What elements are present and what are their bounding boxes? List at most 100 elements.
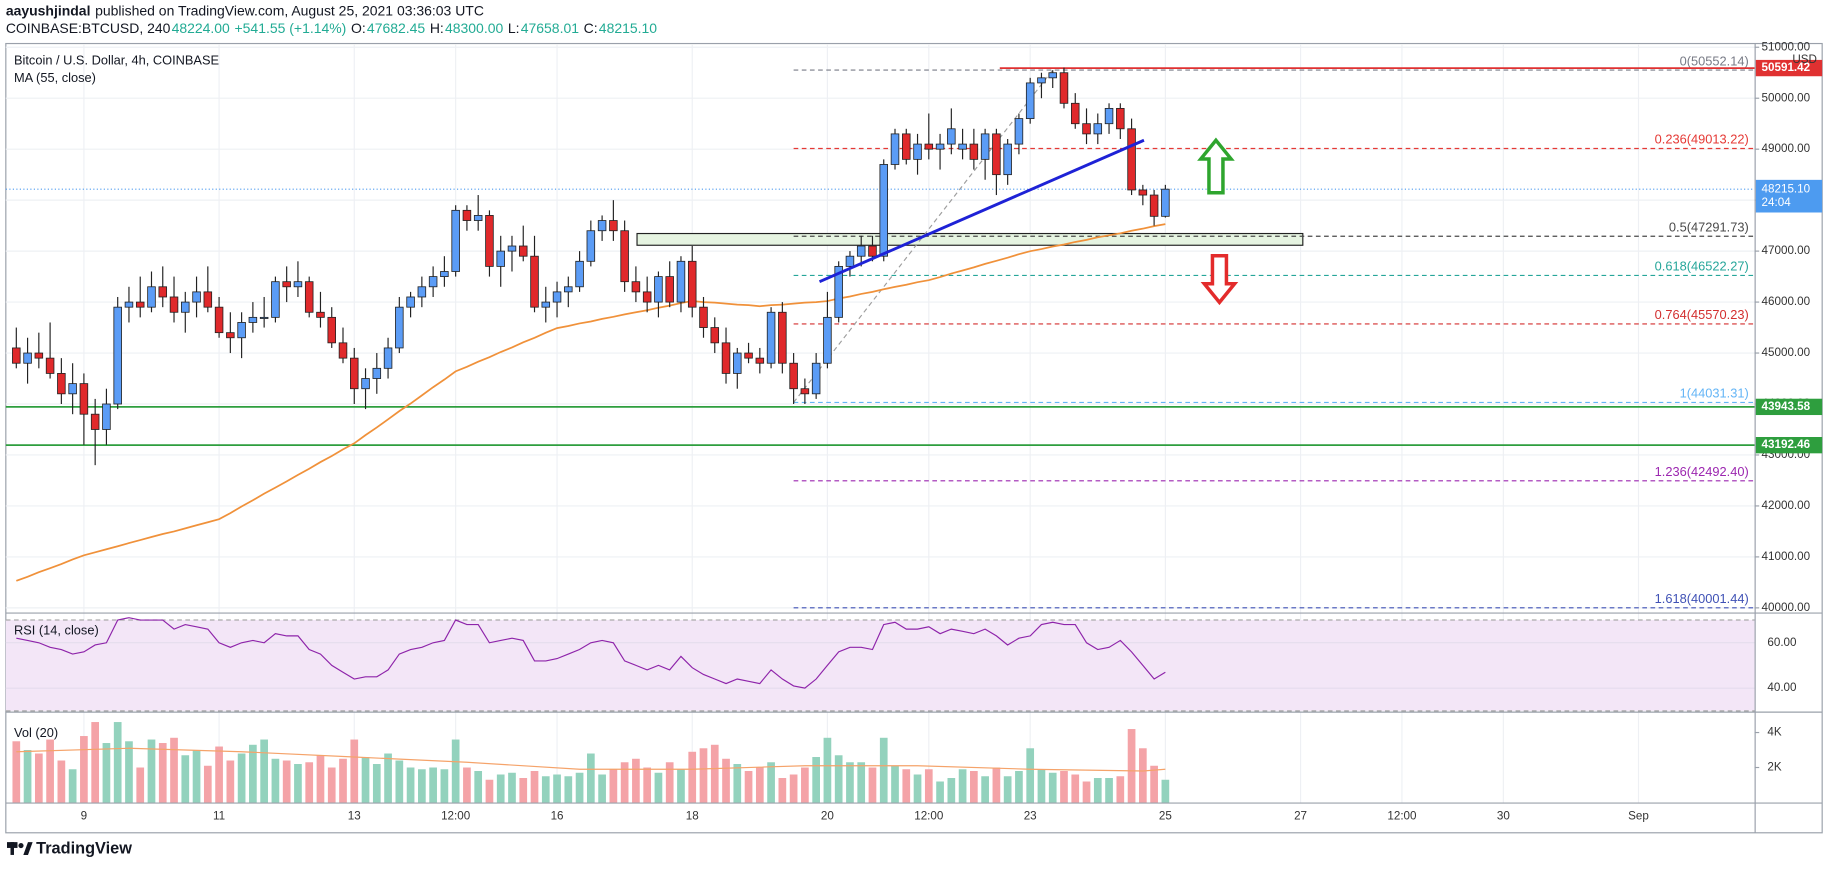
x-tick-label: 13 <box>348 810 361 823</box>
volume-bar <box>1015 771 1023 803</box>
candle-body <box>733 352 742 374</box>
rsi-tick-label: 40.00 <box>1767 681 1797 694</box>
candle-body <box>259 316 269 319</box>
volume-bar <box>474 771 483 803</box>
candle-body <box>1127 128 1136 191</box>
candle-body <box>541 301 551 308</box>
candle-body <box>654 276 663 303</box>
volume-bar <box>688 751 697 803</box>
candle-body <box>169 296 179 313</box>
candle-body <box>710 327 720 344</box>
volume-bar <box>158 743 167 803</box>
header-text: O: <box>351 20 366 36</box>
candle-body <box>203 291 213 308</box>
candle-body <box>1161 188 1170 217</box>
volume-bar <box>834 755 843 803</box>
candle-body <box>383 347 393 369</box>
volume-bar <box>530 771 539 803</box>
candle-body <box>597 220 607 232</box>
volume-bar <box>586 753 595 803</box>
last-price-box <box>1755 179 1823 213</box>
x-tick-label: 12:00 <box>1387 810 1417 823</box>
volume-bar <box>1003 776 1012 803</box>
volume-bar <box>12 741 21 803</box>
volume-bar <box>1161 779 1170 803</box>
candle-body <box>676 260 686 303</box>
candle-body <box>575 260 584 288</box>
volume-bar <box>879 737 888 803</box>
ma-line <box>16 223 1166 582</box>
candle-body <box>496 250 505 267</box>
header-text: +541.55 (+1.14%) <box>235 20 347 36</box>
volume-bar <box>620 762 629 803</box>
fib-label: 0.236(49013.22) <box>1655 132 1749 147</box>
header: aayushjindal published on TradingView.com… <box>6 3 657 36</box>
rsi-tick-label: 60.00 <box>1767 636 1797 649</box>
x-tick-label: 12:00 <box>914 810 944 823</box>
volume-bar <box>361 757 370 803</box>
candle-body <box>12 347 21 364</box>
candle-body <box>485 215 494 267</box>
candle-body <box>800 388 810 395</box>
volume-bar <box>553 774 561 803</box>
candle-body <box>395 306 404 349</box>
volume-bar <box>249 744 257 803</box>
candle-body <box>271 281 280 318</box>
header-text: published on TradingView.com, August 25,… <box>95 3 484 19</box>
volume-legend: Vol (20) <box>14 725 58 740</box>
x-tick-label: 9 <box>81 810 87 823</box>
price-label-box <box>1755 59 1823 77</box>
volume-bar <box>643 767 652 803</box>
header-text: 48224.00 <box>172 20 230 36</box>
volume-bar <box>519 778 528 803</box>
volume-bar <box>1048 772 1057 803</box>
volume-bar <box>654 772 663 803</box>
candle-body <box>778 311 787 364</box>
candle-body <box>1025 82 1035 120</box>
volume-bar <box>823 737 832 803</box>
candle-body <box>1037 77 1046 84</box>
volume-bar <box>508 772 516 803</box>
candle-body <box>552 291 562 303</box>
y-tick-label: 46000.00 <box>1762 295 1811 308</box>
volume-bar <box>451 739 460 803</box>
volume-bar <box>1037 769 1046 803</box>
fib-label: 0.5(47291.73) <box>1669 219 1749 234</box>
volume-bar <box>665 762 674 803</box>
candle-body <box>913 143 922 160</box>
header-text: 47682.45 <box>367 20 425 36</box>
candle-body <box>293 281 303 288</box>
candle-body <box>935 143 945 150</box>
price-label: 43943.58 <box>1762 400 1811 413</box>
y-tick-label: 42000.00 <box>1762 499 1811 512</box>
candle-body <box>665 276 674 303</box>
candle-body <box>338 342 348 359</box>
candle-body <box>282 281 291 288</box>
volume-bar <box>913 774 922 803</box>
volume-bar <box>136 767 145 803</box>
fib-label: 0.764(45570.23) <box>1655 307 1749 322</box>
candle-body <box>90 413 100 430</box>
volume-bar <box>722 758 730 803</box>
support-zone <box>636 232 1304 246</box>
volume-bar <box>699 748 708 803</box>
header-text: 47658.01 <box>521 20 579 36</box>
header-text: 48215.10 <box>599 20 657 36</box>
price-label: 43192.46 <box>1762 438 1811 451</box>
volume-bar <box>282 760 291 803</box>
candle-body <box>440 271 449 278</box>
candle-body <box>564 286 573 293</box>
fib-label: 0.618(46522.27) <box>1655 259 1749 274</box>
countdown-label: 24:04 <box>1762 196 1792 209</box>
volume-bar <box>260 739 268 803</box>
price-label: 50591.42 <box>1762 61 1811 74</box>
up-arrow <box>1197 137 1235 195</box>
candle-body <box>417 286 427 298</box>
header-text: aayushjindal <box>6 3 91 19</box>
candle-body <box>1070 102 1080 125</box>
candle-body <box>744 352 753 359</box>
candle-body <box>451 209 460 272</box>
y-tick-label: 51000.00 <box>1762 40 1811 53</box>
header-text: L: <box>508 20 520 36</box>
